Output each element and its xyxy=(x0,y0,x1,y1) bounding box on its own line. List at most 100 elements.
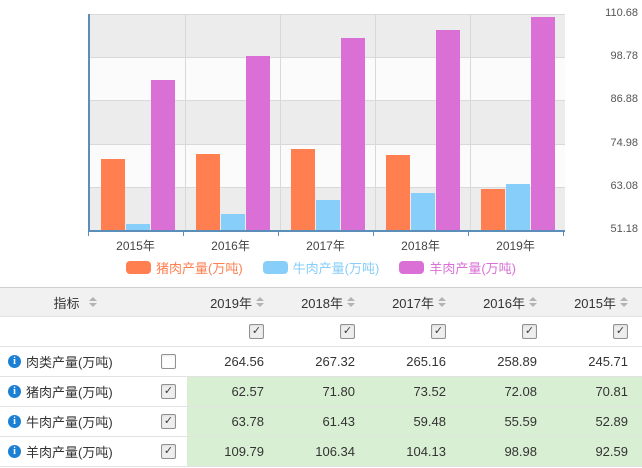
column-checkbox-2019年[interactable]: ✓ xyxy=(249,324,264,339)
value-cell-2018年: 61.43 xyxy=(278,407,369,436)
sort-icon[interactable] xyxy=(529,297,537,307)
column-checkbox-2016年[interactable]: ✓ xyxy=(522,324,537,339)
bar-group-2016年 xyxy=(185,56,280,230)
chart-legend: 猪肉产量(万吨) 牛肉产量(万吨) 羊肉产量(万吨) xyxy=(0,258,642,277)
column-checkbox-2017年[interactable]: ✓ xyxy=(431,324,446,339)
value-cell-2015年: 245.71 xyxy=(588,354,628,369)
bar-羊肉产量(万吨)-2016年[interactable] xyxy=(245,56,270,230)
x-axis-labels: 2015年 2016年 2017年 2018年 2019年 xyxy=(88,237,563,254)
legend-item-牛肉产量(万吨)[interactable]: 牛肉产量(万吨) xyxy=(262,258,380,277)
vertical-gridline xyxy=(375,14,376,230)
value-cell-2017年: 104.13 xyxy=(369,437,460,466)
value-cell-2016年: 258.89 xyxy=(497,354,537,369)
value-cell-2015年: 52.89 xyxy=(551,407,642,436)
year-header-label: 2016年 xyxy=(483,295,525,311)
y-tick-label: 74.98 xyxy=(610,136,638,149)
bar-猪肉产量(万吨)-2018年[interactable] xyxy=(385,155,410,230)
value-cell-2016年: 55.59 xyxy=(460,407,551,436)
value-cell-2019年: 63.78 xyxy=(187,407,278,436)
column-checkbox-cell-2015年: ✓ xyxy=(551,324,642,339)
year-column-header-2016年[interactable]: 2016年 xyxy=(460,293,551,312)
year-header-label: 2017年 xyxy=(392,295,434,311)
value-cell-2018年: 267.32 xyxy=(315,354,355,369)
row-checkbox-cell: ✓ xyxy=(150,444,187,459)
column-checkbox-cell-2017年: ✓ xyxy=(369,324,460,339)
value-cell-2018年: 71.80 xyxy=(278,377,369,406)
vertical-gridline xyxy=(470,14,471,230)
legend-label: 牛肉产量(万吨) xyxy=(292,261,380,276)
value-cell-2019年: 264.56 xyxy=(224,354,264,369)
bar-牛肉产量(万吨)-2019年[interactable] xyxy=(505,184,530,230)
indicator-table: 指标 2019年 2018年 2017年 2016年 2015年 ✓ ✓ ✓ ✓ ✓ i 肉类产量… xyxy=(0,287,642,467)
year-column-header-2019年[interactable]: 2019年 xyxy=(187,293,278,312)
bar-牛肉产量(万吨)-2016年[interactable] xyxy=(220,214,245,230)
info-icon[interactable]: i xyxy=(8,355,21,368)
legend-swatch-icon xyxy=(125,261,151,274)
bar-猪肉产量(万吨)-2017年[interactable] xyxy=(290,149,315,230)
legend-swatch-icon xyxy=(399,261,425,274)
vertical-gridline xyxy=(280,14,281,230)
x-tick xyxy=(183,232,184,236)
bar-羊肉产量(万吨)-2015年[interactable] xyxy=(150,80,175,230)
value-cell-2015年: 70.81 xyxy=(551,377,642,406)
row-checkbox-羊肉产量(万吨)[interactable]: ✓ xyxy=(161,444,176,459)
sort-icon[interactable] xyxy=(256,297,264,307)
bar-牛肉产量(万吨)-2017年[interactable] xyxy=(315,200,340,230)
bar-羊肉产量(万吨)-2017年[interactable] xyxy=(340,38,365,230)
bar-猪肉产量(万吨)-2015年[interactable] xyxy=(100,159,125,230)
legend-item-猪肉产量(万吨)[interactable]: 猪肉产量(万吨) xyxy=(125,258,243,277)
info-icon[interactable]: i xyxy=(8,445,21,458)
year-column-header-2015年[interactable]: 2015年 xyxy=(551,293,642,312)
table-row-羊肉产量(万吨): i 羊肉产量(万吨) ✓ 109.79 106.34 104.13 98.98 92.59 xyxy=(0,437,642,467)
column-checkbox-2015年[interactable]: ✓ xyxy=(613,324,628,339)
table-body: i 肉类产量(万吨) 264.56 267.32 265.16 258.89 245.71 i… xyxy=(0,347,642,467)
year-column-header-2018年[interactable]: 2018年 xyxy=(278,293,369,312)
bar-猪肉产量(万吨)-2019年[interactable] xyxy=(480,189,505,230)
sort-icon[interactable] xyxy=(88,297,97,307)
sort-icon[interactable] xyxy=(438,297,446,307)
sort-icon[interactable] xyxy=(347,297,355,307)
row-checkbox-肉类产量(万吨)[interactable] xyxy=(161,354,176,369)
year-header-label: 2019年 xyxy=(210,295,252,311)
x-tick xyxy=(373,232,374,236)
indicator-column-header[interactable]: 指标 xyxy=(0,293,150,312)
bar-羊肉产量(万吨)-2018年[interactable] xyxy=(435,30,460,230)
row-checkbox-cell xyxy=(150,354,187,369)
value-cell-2016年: 72.08 xyxy=(460,377,551,406)
value-cell-2019年: 62.57 xyxy=(187,377,278,406)
info-icon[interactable]: i xyxy=(8,385,21,398)
legend-item-羊肉产量(万吨)[interactable]: 羊肉产量(万吨) xyxy=(399,258,516,277)
value-cell-2018年: 106.34 xyxy=(278,437,369,466)
x-tick-label-2017年: 2017年 xyxy=(306,239,345,253)
bar-牛肉产量(万吨)-2015年[interactable] xyxy=(125,224,150,230)
indicator-cell: i 肉类产量(万吨) xyxy=(0,352,150,371)
y-tick-label: 86.88 xyxy=(610,93,638,106)
x-tick xyxy=(278,232,279,236)
bar-猪肉产量(万吨)-2016年[interactable] xyxy=(195,154,220,230)
info-icon[interactable]: i xyxy=(8,415,21,428)
legend-swatch-icon xyxy=(262,261,288,274)
column-checkbox-cell-2018年: ✓ xyxy=(278,324,369,339)
indicator-cell: i 羊肉产量(万吨) xyxy=(0,442,150,461)
year-column-header-2017年[interactable]: 2017年 xyxy=(369,293,460,312)
row-checkbox-猪肉产量(万吨)[interactable]: ✓ xyxy=(161,384,176,399)
value-cell-2015年: 92.59 xyxy=(551,437,642,466)
sort-icon[interactable] xyxy=(620,297,628,307)
row-checkbox-牛肉产量(万吨)[interactable]: ✓ xyxy=(161,414,176,429)
indicator-cell: i 猪肉产量(万吨) xyxy=(0,382,150,401)
bar-牛肉产量(万吨)-2018年[interactable] xyxy=(410,193,435,230)
x-tick-label-2018年: 2018年 xyxy=(401,239,440,253)
bar-羊肉产量(万吨)-2019年[interactable] xyxy=(530,17,555,230)
year-header-label: 2018年 xyxy=(301,295,343,311)
value-cell-2017年: 59.48 xyxy=(369,407,460,436)
x-tick xyxy=(563,232,564,236)
table-row-猪肉产量(万吨): i 猪肉产量(万吨) ✓ 62.57 71.80 73.52 72.08 70.81 xyxy=(0,377,642,407)
column-checkbox-cell-2016年: ✓ xyxy=(460,324,551,339)
bar-group-2019年 xyxy=(470,17,565,230)
column-checkbox-2018年[interactable]: ✓ xyxy=(340,324,355,339)
bar-group-2015年 xyxy=(90,80,185,230)
bar-group-2018年 xyxy=(375,30,470,230)
row-checkbox-cell: ✓ xyxy=(150,414,187,429)
y-tick-label: 51.18 xyxy=(610,223,638,235)
